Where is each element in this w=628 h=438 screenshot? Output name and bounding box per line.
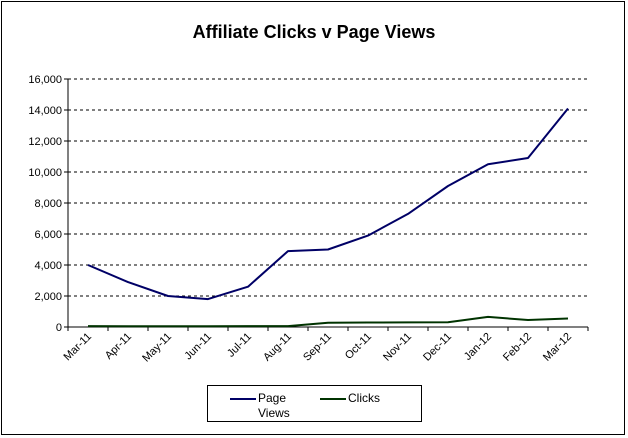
- x-tick-label: Mar-11: [62, 331, 95, 364]
- x-tick-label: Jun-11: [182, 331, 214, 363]
- legend-swatch-clicks: [320, 398, 346, 400]
- chart-title: Affiliate Clicks v Page Views: [192, 22, 436, 42]
- x-axis: Mar-11 Apr-11 May-11 Jun-11 Jul-11 Aug-11 Sep-…: [62, 326, 589, 365]
- x-tick-label: Nov-11: [381, 331, 414, 364]
- y-tick-label: 0: [56, 322, 62, 334]
- x-tick-label: Mar-12: [541, 331, 574, 364]
- y-tick-label: 8,000: [34, 198, 62, 210]
- x-tick-label: Apr-11: [103, 331, 134, 362]
- legend: Page Views Clicks: [207, 385, 422, 422]
- legend-swatch-page-views: [230, 398, 256, 400]
- y-tick-label: 10,000: [28, 167, 62, 179]
- y-tick-label: 14,000: [28, 105, 62, 117]
- x-tick-label: Oct-11: [343, 331, 374, 362]
- series-lines: [87, 107, 569, 328]
- y-tick-label: 2,000: [34, 291, 62, 303]
- y-tick-label: 4,000: [34, 260, 62, 272]
- legend-label-clicks: Clicks: [348, 391, 380, 405]
- y-tick-label: 12,000: [28, 136, 62, 148]
- y-tick-label: 16,000: [28, 74, 62, 86]
- y-axis: 0 2,000 4,000 6,000 8,000 10,000 12,000 14,000 1…: [28, 74, 69, 334]
- x-tick-label: Sep-11: [301, 331, 334, 364]
- series-line-clicks: [87, 315, 569, 328]
- x-tick-label: Dec-11: [421, 331, 454, 364]
- y-tick-label: 6,000: [34, 229, 62, 241]
- x-tick-label: Jul-11: [225, 331, 254, 360]
- x-tick-label: Aug-11: [261, 331, 294, 364]
- x-tick-label: Feb-12: [501, 331, 534, 364]
- gridlines: [68, 78, 588, 297]
- legend-label-page-views: Page Views: [258, 391, 290, 420]
- x-tick-label: May-11: [140, 331, 174, 365]
- series-line-page-views: [87, 107, 569, 301]
- x-tick-label: Jan-12: [462, 331, 494, 363]
